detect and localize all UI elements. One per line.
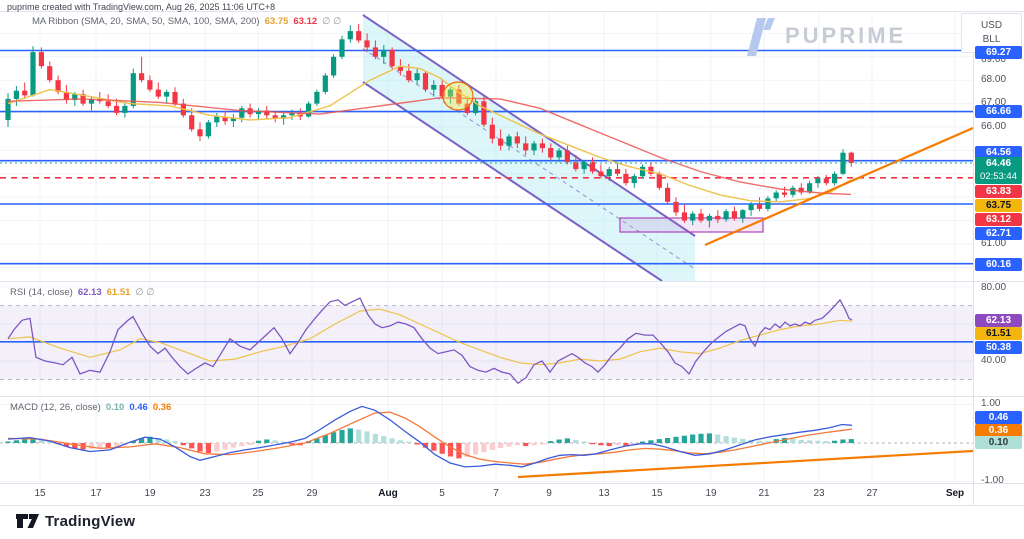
time-axis-label: Aug (378, 488, 398, 499)
chart-credit-text: puprime created with TradingView.com, Au… (7, 2, 276, 12)
rsi-ma-value: 61.51 (106, 287, 131, 298)
macd-legend[interactable]: MACD (12, 26, close) 0.10 0.46 0.36 (10, 402, 171, 413)
scale-badge: 62.71 (975, 226, 1022, 240)
time-axis-label: 13 (598, 488, 610, 499)
footer-bar: TradingView (0, 506, 1024, 539)
time-axis-label: 23 (199, 488, 211, 499)
scale-badge: 63.75 (975, 198, 1022, 212)
scale-badge: 63.12 (975, 212, 1022, 226)
unit-bottom-label: BLL (982, 34, 1001, 45)
scale-badge: 50.38 (975, 340, 1022, 354)
ma-ribbon-empty-values: ∅ ∅ (322, 16, 342, 27)
macd-hist-value: 0.10 (105, 402, 125, 413)
tradingview-logo-link[interactable]: TradingView (16, 512, 135, 530)
rsi-value: 62.13 (77, 287, 102, 298)
scale-tick: 80.00 (981, 282, 1007, 293)
scale-badge: 63.83 (975, 184, 1022, 198)
scale-badge: 69.27 (975, 45, 1022, 59)
puprime-watermark-text: PUPRIME (785, 23, 907, 48)
scale-badge: 0.36 (975, 423, 1022, 437)
time-axis-label: 19 (705, 488, 717, 499)
rsi-legend[interactable]: RSI (14, close) 62.13 61.51 ∅ ∅ (10, 287, 155, 298)
scale-badge: 0.10 (975, 435, 1022, 449)
scale-badge: 60.16 (975, 257, 1022, 271)
time-axis-label: 25 (252, 488, 264, 499)
ma-ribbon-sma20-value: 63.75 (264, 16, 289, 27)
unit-top-label: USD (980, 20, 1003, 31)
time-axis-label: 15 (34, 488, 46, 499)
time-axis-label: 15 (651, 488, 663, 499)
time-axis-label: 19 (144, 488, 156, 499)
scale-tick: 66.00 (981, 121, 1007, 132)
scale-badge: 61.51 (975, 326, 1022, 340)
scale-tick: 40.00 (981, 355, 1007, 366)
macd-signal-value: 0.36 (152, 402, 172, 413)
bar-countdown: 02:53:44 (980, 170, 1017, 182)
scale-tick: 68.00 (981, 74, 1007, 85)
macd-line-value: 0.46 (129, 402, 148, 413)
current-price-value: 64.46 (985, 157, 1012, 169)
rsi-empty-values: ∅ ∅ (135, 287, 155, 298)
puprime-watermark: PUPRIME (737, 16, 906, 56)
time-axis-label: 17 (90, 488, 102, 499)
ma-ribbon-legend[interactable]: MA Ribbon (SMA, 20, SMA, 50, SMA, 100, S… (32, 16, 341, 27)
scale-tick: 69.00 (981, 54, 1007, 65)
time-axis-label: 7 (493, 488, 499, 499)
time-axis-label: 23 (813, 488, 825, 499)
tradingview-brand-text: TradingView (45, 512, 136, 530)
time-axis-label: 29 (306, 488, 318, 499)
tradingview-logo-icon (16, 514, 39, 528)
time-axis-label: 27 (866, 488, 878, 499)
rsi-title: RSI (14, close) (10, 287, 73, 298)
scale-tick: 61.00 (981, 238, 1007, 249)
time-axis-label: 5 (439, 488, 445, 499)
scale-badge: 66.66 (975, 104, 1022, 118)
puprime-logo-icon (747, 18, 775, 56)
scale-tick: 67.00 (981, 97, 1007, 108)
macd-title: MACD (12, 26, close) (10, 402, 101, 413)
current-price-badge: 64.46 02:53:44 (975, 156, 1022, 184)
time-axis-label: 9 (546, 488, 552, 499)
price-scale[interactable]: 69.00 68.00 67.00 66.00 61.00 80.00 40.00 1.00 -… (974, 12, 1024, 505)
time-axis[interactable]: 15 17 19 23 25 29 Aug 5 7 9 13 15 19 21 23 27 Sep (0, 484, 973, 505)
scale-tick: -1.00 (981, 475, 1004, 486)
ma-ribbon-sma50-value: 63.12 (293, 16, 318, 27)
scale-tick: 1.00 (981, 398, 1001, 409)
scale-badge: 64.56 (975, 145, 1022, 159)
scale-badge: 0.46 (975, 410, 1022, 424)
time-axis-label: Sep (945, 488, 965, 499)
ma-ribbon-title: MA Ribbon (SMA, 20, SMA, 50, SMA, 100, S… (32, 16, 260, 27)
scale-badge: 62.13 (975, 313, 1022, 327)
time-axis-label: 21 (758, 488, 770, 499)
